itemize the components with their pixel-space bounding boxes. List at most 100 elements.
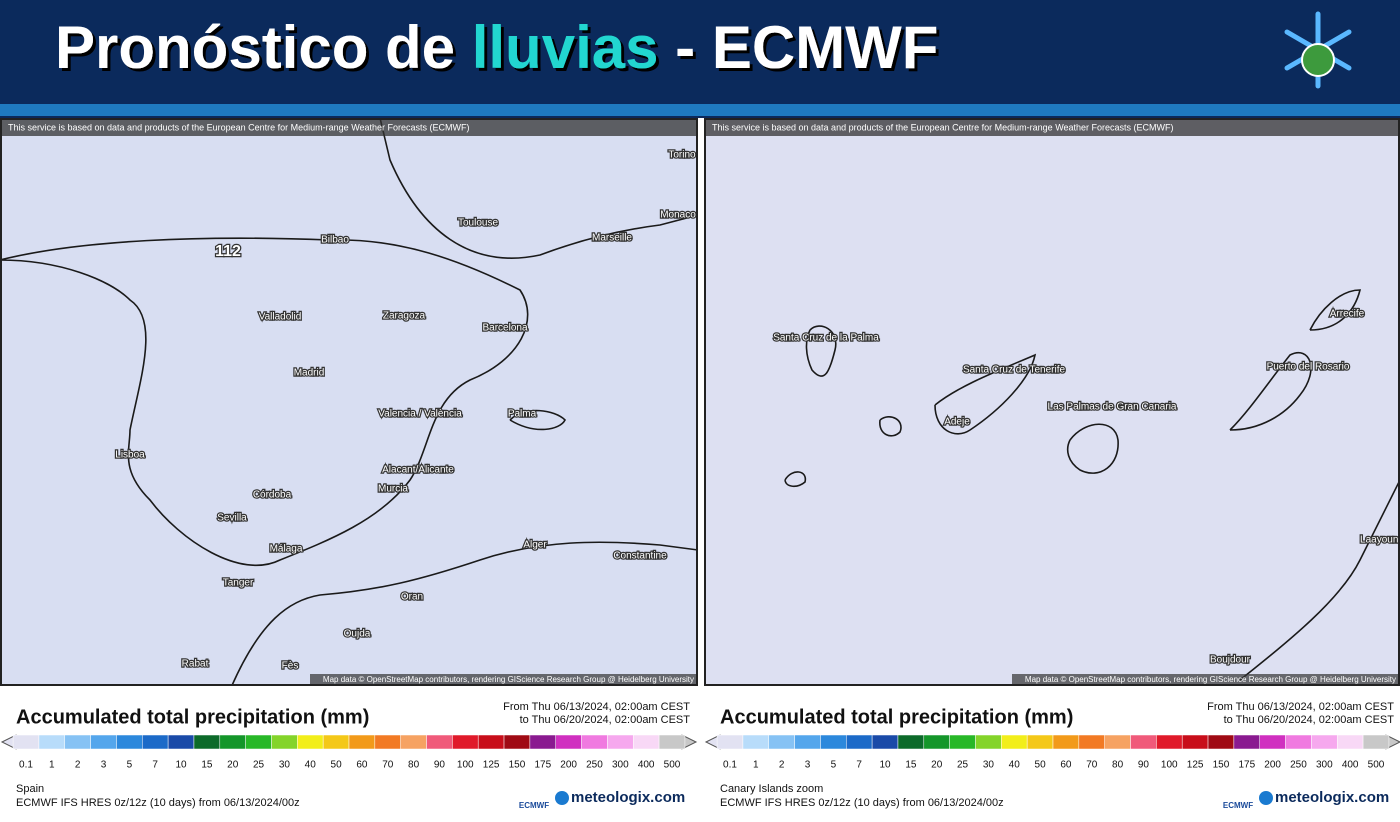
legend-label: 175 [534,760,551,771]
legend-label: 400 [638,760,655,771]
legend-swatch [846,734,873,750]
legend-label: 175 [1238,760,1255,771]
legend-swatch [322,734,350,750]
attribution-bar [0,118,698,136]
legend-label: 300 [1316,760,1333,771]
legend-swatch [219,734,246,750]
legend-swatch [794,734,821,750]
legend-label: 500 [1368,760,1385,771]
brand-icon [555,791,569,805]
legend-title: Accumulated total precipitation (mm) [16,706,369,728]
legend-label: 0.1 [19,760,33,771]
legend-swatch [452,734,479,750]
place-label: Adeje [944,417,970,428]
legend-swatch [742,734,770,750]
legend-label: 10 [879,760,891,771]
legend-label: 125 [1187,760,1204,771]
place-label: Zaragoza [383,311,426,322]
legend-label: 10 [175,760,187,771]
legend-swatch [1285,734,1312,750]
legend-label: 90 [434,760,446,771]
place-label: Valencia / València [378,409,462,420]
legend-label: 80 [1112,760,1124,771]
place-label: Oran [401,592,423,603]
coastline [1239,479,1400,681]
legend-swatch [297,734,324,750]
place-label: Arrecife [1330,309,1365,320]
place-label: Marseille [592,233,632,244]
legend-title: Accumulated total precipitation (mm) [720,706,1073,728]
place-label: Alacant/Alicante [382,465,454,476]
header-strip [0,104,1400,116]
header-bar [0,0,1400,104]
place-label: Alger [523,540,547,551]
legend-swatch [271,734,298,750]
legend-label: 1 [49,760,55,771]
credit-bar [310,674,698,686]
legend-label: 20 [931,760,943,771]
legend-label: 3 [101,760,107,771]
brand-small: ECMWF [1223,801,1253,810]
legend-swatch [193,734,221,750]
legend-label: 125 [483,760,500,771]
coastline [784,471,807,488]
legend-label: 200 [1264,760,1281,771]
legend-swatch [1026,734,1054,750]
legend-swatch [555,734,582,750]
model: ECMWF IFS HRES 0z/12z (10 days) from 06/… [720,797,1004,809]
place-label: Málaga [270,544,303,555]
legend-swatch [64,734,91,750]
legend-label: 15 [905,760,917,771]
legend-swatch [12,734,40,750]
title-part: - ECMWF [659,14,939,81]
map: This service is based on data and produc… [704,118,1400,686]
place-label: Boujdour [1210,655,1251,666]
legend-swatch [348,734,376,750]
legend-swatch [1336,734,1364,750]
legend-label: 200 [560,760,577,771]
date-from: From Thu 06/13/2024, 02:00am CEST [1207,701,1394,713]
legend-swatch [897,734,925,750]
brand-icon [1259,791,1273,805]
legend-swatch [1259,734,1286,750]
legend-label: 150 [1213,760,1230,771]
map-credit: Map data © OpenStreetMap contributors, r… [1025,675,1396,684]
legend-label: 2 [779,760,785,771]
legend-swatch [1181,734,1209,750]
coastline [0,237,529,566]
legend-swatch [581,734,608,750]
place-label: Toulouse [458,218,498,229]
header-strip [0,116,1400,118]
legend-swatch [142,734,169,750]
coastline [1066,423,1119,474]
legend-swatch [1078,734,1105,750]
coastline [1229,352,1312,431]
legend-label: 1 [753,760,759,771]
map-background [704,118,1400,686]
legend-swatch [716,734,744,750]
legend-swatch [426,734,453,750]
legend-label: 500 [664,760,681,771]
attribution-bar [704,118,1400,136]
legend-label: 100 [1161,760,1178,771]
place-label: Madrid [294,368,325,379]
model: ECMWF IFS HRES 0z/12z (10 days) from 06/… [16,797,300,809]
legend-label: 0.1 [723,760,737,771]
legend-label: 7 [152,760,158,771]
place-label: Lisboa [115,450,145,461]
legend-label: 15 [201,760,213,771]
logo-icon [1284,11,1352,89]
map-background [0,118,698,686]
place-label: Las Palmas de Gran Canaria [1048,402,1177,413]
legend-swatch [658,734,686,750]
legend-label: 60 [1060,760,1072,771]
legend-swatch [871,734,899,750]
panel-border [0,118,698,686]
credit-bar [1012,674,1400,686]
legend-swatch [1104,734,1131,750]
region: Spain [16,783,44,795]
place-label: Torino [668,150,696,161]
legend-swatch [245,734,272,750]
legend-label: 70 [382,760,394,771]
